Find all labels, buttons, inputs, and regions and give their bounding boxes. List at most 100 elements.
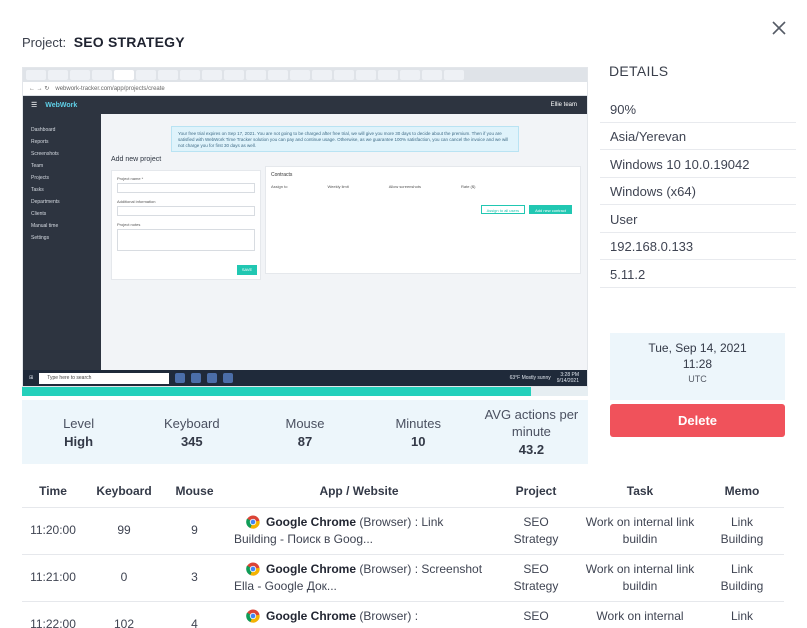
browser-tab <box>290 70 310 80</box>
app-name: Google Chrome <box>266 609 357 623</box>
cell-memo: Link Building <box>720 562 764 593</box>
browser-tab <box>268 70 288 80</box>
stat-label: Keyboard <box>163 415 220 431</box>
activity-screenshot[interactable]: ← → ↻ webwork-tracker.com/app/projects/c… <box>22 67 588 387</box>
col-time: Time <box>39 484 67 498</box>
project-label: Project: <box>22 35 67 50</box>
app-name: Google Chrome <box>266 515 357 529</box>
app-sidenav: Dashboard Reports Screenshots Team Proje… <box>23 114 101 370</box>
browser-tab <box>92 70 112 80</box>
cell-mouse: 4 <box>191 617 198 628</box>
windows-start-icon: ⊞ <box>29 375 34 381</box>
browser-url: webwork-tracker.com/app/projects/create <box>55 85 165 92</box>
nav-item: Clients <box>31 211 47 217</box>
windows-taskbar: ⊞ Type here to search 63°F Mostly sunny … <box>23 370 587 386</box>
stat-keyboard: Keyboard 345 <box>135 415 248 450</box>
stat-value: 87 <box>297 433 313 449</box>
chrome-icon <box>246 609 260 623</box>
cell-keyboard: 102 <box>113 617 135 628</box>
cell-mouse: 3 <box>191 570 198 584</box>
browser-tab <box>224 70 244 80</box>
contracts-col: Weekly limit <box>327 184 349 189</box>
stat-label: Mouse <box>285 415 325 431</box>
nav-item: Team <box>31 163 44 169</box>
col-app: App / Website <box>319 484 399 498</box>
cell-time: 11:20:00 <box>30 523 76 537</box>
taskbar-weather: 63°F Mostly sunny <box>509 375 551 381</box>
cell-task: Work on internal link buildin <box>585 515 695 546</box>
detail-version: 5.11.2 <box>600 261 796 288</box>
detail-timezone: Asia/Yerevan <box>600 123 796 150</box>
taskbar-clock-time: 3:28 PM <box>560 372 579 378</box>
stat-level: Level High <box>22 415 135 450</box>
stat-value: 43.2 <box>518 442 545 457</box>
contracts-btn: Add new contract <box>529 205 572 214</box>
cell-project: SEO Strategy <box>513 515 559 546</box>
cell-keyboard: 0 <box>120 570 128 584</box>
browser-tab <box>422 70 442 80</box>
browser-tab <box>312 70 332 80</box>
app-user: Ellie team <box>550 102 577 108</box>
col-task: Task <box>626 484 654 498</box>
activity-progress-bar <box>22 387 588 396</box>
browser-tab <box>136 70 156 80</box>
app-page-title: Add new project <box>111 156 162 163</box>
app-detail: (Browser) : <box>359 609 419 623</box>
browser-tab <box>180 70 200 80</box>
activity-stats: Level High Keyboard 345 Mouse 87 Minutes… <box>22 400 588 464</box>
stat-value: 345 <box>180 433 203 449</box>
contracts-card: Contracts Assign to Weekly limit Allow s… <box>265 166 581 274</box>
taskbar-clock-date: 9/14/2021 <box>556 378 579 384</box>
taskbar-app-icon <box>207 373 218 383</box>
browser-tab-active <box>114 70 134 80</box>
cell-app: Google Chrome (Browser) : Link Building … <box>234 514 484 548</box>
activity-table-header: Time Keyboard Mouse App / Website Projec… <box>22 480 784 504</box>
browser-tab <box>400 70 420 80</box>
chrome-icon <box>246 515 260 529</box>
nav-item: Settings <box>31 235 50 241</box>
col-keyboard: Keyboard <box>96 484 152 498</box>
cell-keyboard: 99 <box>117 523 131 537</box>
screenshot-time: 11:28 <box>682 357 713 371</box>
stat-label: AVG actions per minute <box>484 407 579 439</box>
form-field <box>117 206 255 216</box>
stat-label: Level <box>63 415 95 431</box>
app-detail: (Browser) : Link Building - Поиск в Goog… <box>234 515 444 546</box>
detail-ip: 192.168.0.133 <box>600 233 796 260</box>
stat-value: 10 <box>410 433 426 449</box>
delete-button[interactable]: Delete <box>610 404 785 437</box>
stat-label: Minutes <box>395 415 441 431</box>
screenshot-datetime: Tue, Sep 14, 2021 11:28 UTC <box>610 333 785 400</box>
browser-tab <box>378 70 398 80</box>
chrome-icon <box>246 562 260 576</box>
form-label: Project name * <box>117 176 144 181</box>
cell-task: Work on internal link buildin <box>585 562 695 593</box>
trial-notice: Your free trial expires on Sep 17, 2021.… <box>171 126 519 152</box>
nav-item: Reports <box>31 139 49 145</box>
nav-item: Tasks <box>31 187 44 193</box>
close-button[interactable] <box>769 18 789 38</box>
taskbar-clock: 3:28 PM 9/14/2021 <box>557 372 579 384</box>
detail-role: User <box>600 206 796 233</box>
project-name: SEO STRATEGY <box>73 34 185 50</box>
stat-avg-actions: AVG actions per minute 43.2 <box>475 406 588 458</box>
table-row: 11:21:00 0 3 Google Chrome (Browser) : S… <box>22 554 784 600</box>
form-field <box>117 183 255 193</box>
taskbar-app-icon <box>223 373 234 383</box>
cell-task: Work on internal <box>596 609 684 623</box>
contracts-col: Rate ($) <box>460 184 476 189</box>
browser-tab <box>48 70 68 80</box>
detail-activity: 90% <box>600 96 796 123</box>
browser-tab <box>158 70 178 80</box>
cell-app: Google Chrome (Browser) : Screenshot Ell… <box>234 561 484 595</box>
app-detail: (Browser) : Screenshot Ella - Google Док… <box>234 562 483 593</box>
form-label: Project notes <box>117 222 141 227</box>
detail-platform: Windows (x64) <box>600 178 796 205</box>
nav-item: Departments <box>31 199 60 205</box>
browser-tab <box>26 70 46 80</box>
contracts-col: Assign to <box>271 184 288 189</box>
nav-item: Projects <box>31 175 50 181</box>
stat-mouse: Mouse 87 <box>248 415 361 450</box>
browser-tab <box>70 70 90 80</box>
cell-memo: Link Building <box>720 515 764 546</box>
